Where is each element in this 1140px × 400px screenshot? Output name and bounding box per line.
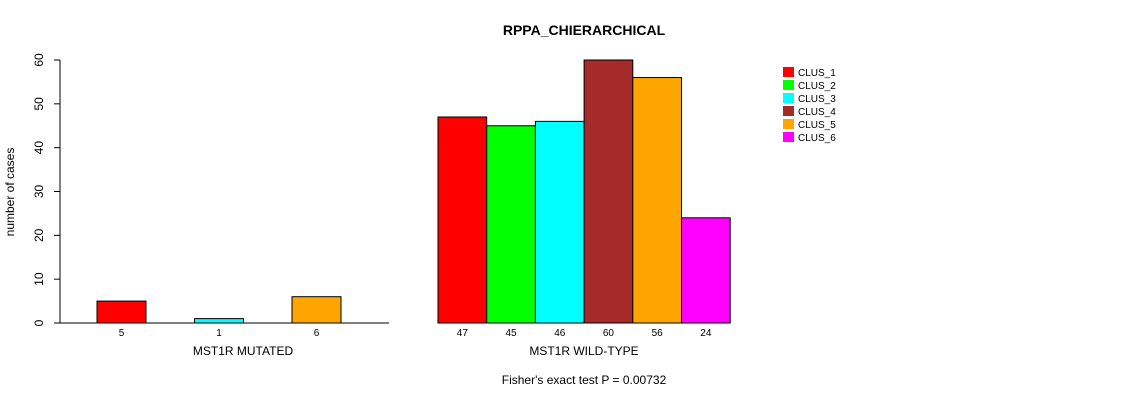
y-tick-label: 30	[32, 185, 46, 199]
bar-count-label: 46	[554, 328, 566, 339]
bar-group-mutated: 5 1 6 MST1R MUTATED	[60, 296, 389, 358]
bar-panels: 5 1 6 MST1R MUTATED 47 45 46 60 56 24 MST1R WILD-T…	[60, 59, 731, 358]
legend-label: CLUS_5	[798, 120, 836, 131]
bar-count-label: 1	[216, 328, 222, 339]
bar-clus-3	[534, 120, 585, 324]
bar-clus-2	[486, 125, 536, 324]
legend-label: CLUS_6	[798, 133, 836, 144]
legend-label: CLUS_1	[798, 68, 836, 79]
group-label: MST1R MUTATED	[193, 344, 294, 358]
fisher-test-footer: Fisher's exact test P = 0.00732	[502, 373, 667, 387]
legend-label: CLUS_4	[798, 107, 836, 118]
bar-count-label: 60	[603, 328, 615, 339]
bar-count-label: 24	[700, 328, 712, 339]
bar-count-label: 47	[457, 328, 469, 339]
y-tick-label: 60	[32, 53, 46, 67]
bar-clus-1	[437, 116, 488, 324]
y-tick-label: 50	[32, 97, 46, 111]
y-tick-label: 40	[32, 141, 46, 155]
bar-clus-5	[632, 77, 682, 324]
bar-group-wild-type: 47 45 46 60 56 24 MST1R WILD-TYPE	[437, 59, 731, 358]
bar-clus-5	[291, 296, 342, 324]
y-axis-label: number of cases	[3, 148, 17, 237]
y-tick-label: 10	[32, 272, 46, 286]
y-axis: 0 10 20 30 40 50 60	[32, 53, 61, 326]
legend-swatch-clus-5	[783, 119, 794, 129]
y-tick-label: 0	[32, 319, 46, 326]
bar-clus-3	[194, 318, 244, 324]
bar-clus-1	[96, 300, 147, 324]
legend-swatch-clus-1	[783, 67, 794, 77]
bar-count-label: 56	[652, 328, 664, 339]
bar-count-label: 5	[119, 328, 125, 339]
group-label: MST1R WILD-TYPE	[529, 344, 638, 358]
bar-clus-4	[583, 59, 634, 324]
legend-swatch-clus-3	[783, 93, 794, 103]
legend: CLUS_1 CLUS_2 CLUS_3 CLUS_4 CLUS_5 CLUS_6	[783, 67, 836, 144]
legend-label: CLUS_2	[798, 81, 836, 92]
chart-title: RPPA_CHIERARCHICAL	[503, 22, 666, 38]
legend-swatch-clus-4	[783, 106, 794, 116]
legend-swatch-clus-2	[783, 80, 794, 90]
bar-clus-6	[681, 217, 731, 324]
bar-count-label: 6	[314, 328, 320, 339]
bar-count-label: 45	[505, 328, 517, 339]
legend-label: CLUS_3	[798, 94, 836, 105]
legend-swatch-clus-6	[783, 132, 794, 142]
y-tick-label: 20	[32, 228, 46, 242]
